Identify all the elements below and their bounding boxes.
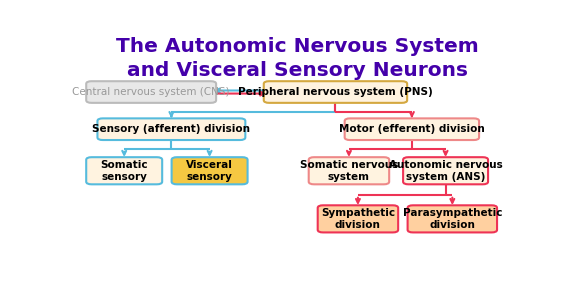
FancyBboxPatch shape (345, 118, 479, 140)
FancyBboxPatch shape (172, 157, 248, 184)
Text: Somatic nervous
system: Somatic nervous system (300, 160, 398, 181)
Text: Parasympathetic
division: Parasympathetic division (403, 208, 502, 230)
Text: Central nervous system (CNS): Central nervous system (CNS) (72, 87, 230, 97)
FancyBboxPatch shape (97, 118, 245, 140)
Text: Visceral
sensory: Visceral sensory (186, 160, 233, 181)
FancyBboxPatch shape (318, 205, 398, 232)
FancyBboxPatch shape (408, 205, 497, 232)
FancyBboxPatch shape (86, 81, 216, 103)
Text: The Autonomic Nervous System
and Visceral Sensory Neurons: The Autonomic Nervous System and Viscera… (116, 37, 478, 80)
Text: Sensory (afferent) division: Sensory (afferent) division (92, 124, 251, 134)
FancyBboxPatch shape (86, 157, 162, 184)
FancyBboxPatch shape (264, 81, 407, 103)
Text: Sympathetic
division: Sympathetic division (321, 208, 395, 230)
FancyBboxPatch shape (403, 157, 488, 184)
Text: Motor (efferent) division: Motor (efferent) division (339, 124, 485, 134)
Text: Peripheral nervous system (PNS): Peripheral nervous system (PNS) (238, 87, 433, 97)
FancyBboxPatch shape (309, 157, 389, 184)
Text: Somatic
sensory: Somatic sensory (100, 160, 148, 181)
Text: Autonomic nervous
system (ANS): Autonomic nervous system (ANS) (389, 160, 502, 181)
